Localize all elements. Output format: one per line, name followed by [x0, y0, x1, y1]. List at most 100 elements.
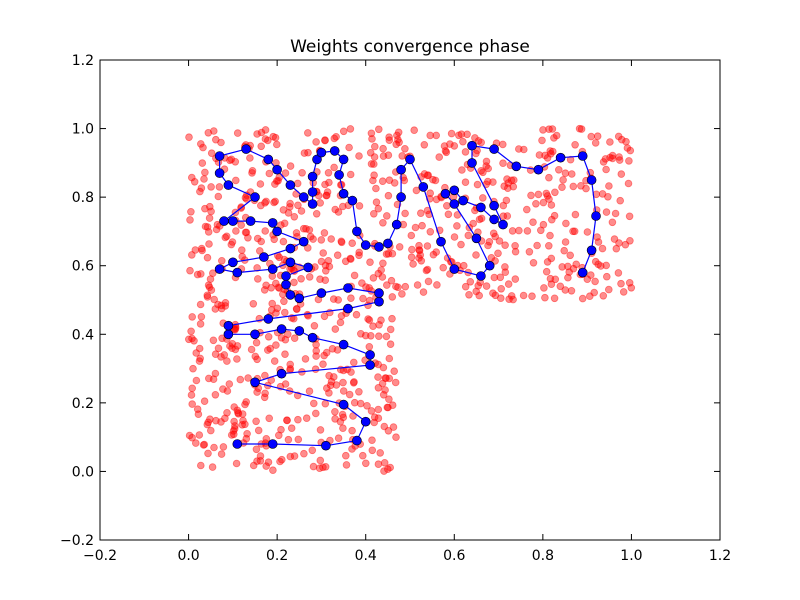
sample-point: [392, 140, 401, 149]
sample-point: [379, 390, 388, 399]
sample-point: [368, 436, 376, 445]
sample-point: [192, 376, 201, 385]
sample-point: [236, 375, 245, 384]
sample-point: [356, 329, 365, 338]
sample-point: [326, 381, 335, 390]
sample-point: [186, 216, 194, 224]
sample-point: [617, 279, 625, 288]
sample-point: [342, 461, 351, 469]
sample-point: [323, 188, 332, 196]
sample-point: [550, 294, 559, 303]
sample-point: [385, 133, 393, 142]
sample-point: [379, 152, 388, 160]
sample-point: [519, 291, 528, 300]
sample-point: [347, 368, 355, 376]
sample-point: [479, 168, 487, 177]
sample-point: [571, 210, 580, 219]
sample-point: [355, 248, 364, 257]
sample-point: [387, 276, 396, 285]
sample-point: [333, 251, 342, 260]
sample-point: [546, 147, 554, 155]
sample-point: [277, 455, 286, 464]
sample-point: [303, 129, 312, 137]
sample-point: [230, 430, 238, 439]
sample-point: [489, 178, 497, 186]
weight-node: [294, 293, 305, 304]
sample-point: [619, 288, 628, 296]
sample-point: [334, 208, 343, 216]
sample-point: [197, 312, 206, 321]
weight-node: [360, 416, 371, 427]
y-tick-label: 0.2: [72, 396, 94, 412]
sample-point: [505, 295, 513, 304]
sample-point: [482, 282, 491, 290]
weight-node: [489, 144, 499, 154]
weight-node: [586, 175, 597, 185]
sample-point: [200, 440, 209, 449]
sample-point: [566, 155, 575, 164]
sample-point: [482, 162, 491, 170]
weight-node: [396, 164, 406, 175]
x-tick-label: 0.4: [355, 548, 377, 564]
sample-point: [369, 160, 378, 168]
weight-node: [228, 257, 238, 268]
sample-point: [355, 152, 363, 160]
sample-point: [339, 424, 347, 433]
sample-point: [299, 224, 308, 233]
sample-point: [204, 228, 213, 236]
sample-point: [203, 291, 212, 300]
sample-point: [529, 258, 538, 267]
sample-point: [614, 269, 623, 277]
sample-point: [472, 251, 480, 259]
sample-point: [200, 397, 209, 406]
sample-point: [322, 191, 331, 200]
sample-point: [195, 431, 204, 439]
sample-point: [339, 387, 348, 395]
sample-point: [251, 352, 260, 361]
sample-point: [223, 387, 232, 395]
weight-node: [391, 219, 402, 230]
sample-point: [309, 462, 318, 471]
sample-point: [435, 153, 444, 161]
sample-point: [206, 275, 215, 283]
sample-point: [223, 408, 231, 417]
sample-point: [401, 145, 409, 153]
sample-point: [593, 132, 602, 141]
y-tick-label: 1.0: [72, 122, 94, 138]
sample-point: [260, 393, 269, 402]
weight-node: [383, 238, 393, 249]
sample-point: [272, 177, 281, 185]
sample-point: [256, 452, 265, 460]
sample-point: [450, 233, 459, 241]
sample-point: [625, 278, 634, 287]
sample-point: [550, 211, 559, 220]
sample-point: [309, 399, 318, 408]
sample-point: [565, 268, 573, 276]
sample-point: [315, 464, 324, 473]
sample-point: [564, 273, 572, 282]
sample-point: [382, 374, 390, 383]
sample-point: [346, 255, 355, 263]
sample-point: [249, 299, 258, 308]
sample-point: [444, 210, 453, 219]
sample-point: [214, 344, 223, 353]
sample-point: [461, 282, 470, 291]
sample-point: [541, 293, 549, 302]
sample-point: [231, 345, 240, 354]
sample-point: [265, 414, 274, 423]
sample-point: [252, 445, 261, 454]
sample-point: [625, 212, 634, 221]
weight-node: [533, 164, 544, 175]
sample-point: [395, 243, 404, 251]
sample-point: [542, 189, 551, 198]
sample-point: [535, 151, 544, 159]
sample-point: [380, 467, 388, 475]
sample-point: [602, 261, 610, 270]
sample-point: [348, 239, 357, 248]
sample-point: [270, 357, 279, 365]
y-tick-label: 0.0: [72, 464, 94, 480]
sample-point: [423, 171, 432, 180]
sample-point: [382, 281, 391, 289]
sample-point: [312, 347, 321, 355]
sample-point: [233, 129, 242, 137]
